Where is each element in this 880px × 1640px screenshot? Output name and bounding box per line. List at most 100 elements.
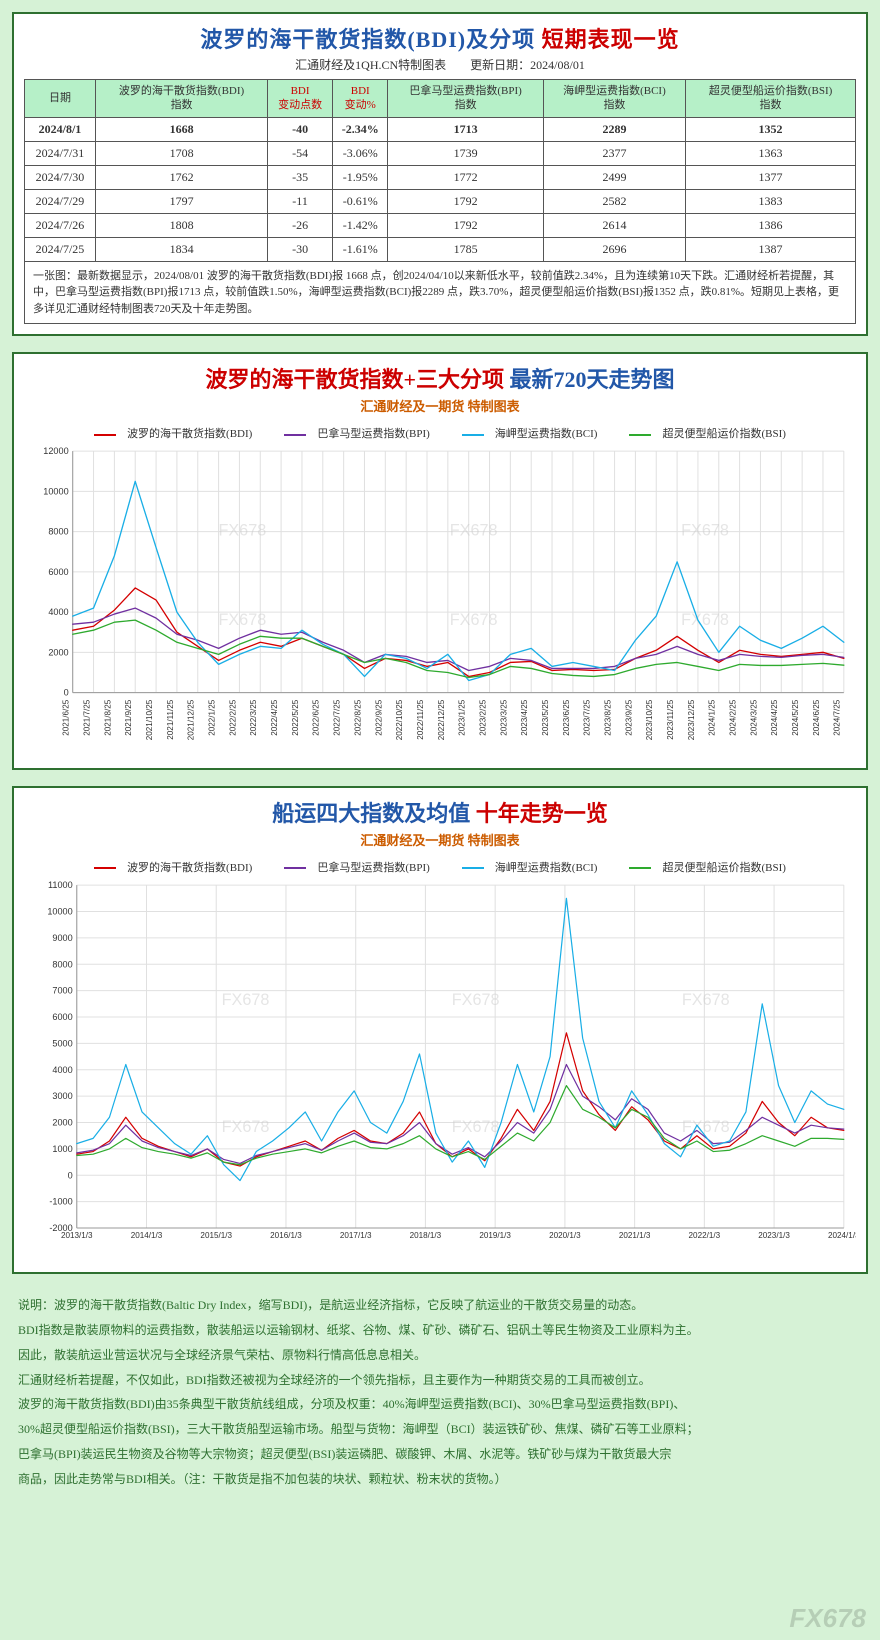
table-cell: 2024/7/25 <box>25 237 96 261</box>
table-cell: 2024/8/1 <box>25 117 96 141</box>
description-line: 说明：波罗的海干散货指数(Baltic Dry Index，缩写BDI)，是航运… <box>18 1294 862 1317</box>
svg-text:FX678: FX678 <box>450 522 498 540</box>
table-cell: 1377 <box>686 165 856 189</box>
table-cell: 1713 <box>388 117 543 141</box>
svg-text:FX678: FX678 <box>452 991 500 1009</box>
svg-text:2023/11/25: 2023/11/25 <box>666 699 675 739</box>
description-line: 30%超灵便型船运价指数(BSI)，三大干散货船型运输市场。船型与货物：海岬型（… <box>18 1418 862 1441</box>
table-header-cell: 波罗的海干散货指数(BDI)指数 <box>95 80 267 118</box>
svg-text:4000: 4000 <box>48 607 68 617</box>
svg-text:FX678: FX678 <box>682 991 730 1009</box>
table-header-cell: 巴拿马型运费指数(BPI)指数 <box>388 80 543 118</box>
legend-label: 波罗的海干散货指数(BDI) <box>127 862 252 874</box>
svg-text:0: 0 <box>68 1170 73 1180</box>
table-cell: 1386 <box>686 213 856 237</box>
table-row: 2024/7/311708-54-3.06%173923771363 <box>25 141 856 165</box>
svg-text:6000: 6000 <box>52 1012 72 1022</box>
svg-text:2015/1/3: 2015/1/3 <box>200 1231 232 1240</box>
svg-text:FX678: FX678 <box>681 522 729 540</box>
table-cell: 1383 <box>686 189 856 213</box>
svg-text:2022/2/25: 2022/2/25 <box>228 699 237 736</box>
legend-item: 巴拿马型运费指数(BPI) <box>276 862 437 874</box>
table-title: 波罗的海干散货指数(BDI)及分项 短期表现一览 <box>24 22 856 54</box>
chart1-panel: 波罗的海干散货指数+三大分项 最新720天走势图 汇通财经及一期货 特制图表 波… <box>12 352 868 770</box>
svg-text:2024/3/25: 2024/3/25 <box>749 699 758 736</box>
svg-text:FX678: FX678 <box>222 991 270 1009</box>
table-cell: 1834 <box>95 237 267 261</box>
table-subtitle: 汇通财经及1QH.CN特制图表 更新日期：2024/08/01 <box>24 56 856 73</box>
table-cell: 2696 <box>543 237 685 261</box>
table-cell: 1739 <box>388 141 543 165</box>
table-cell: -3.06% <box>332 141 388 165</box>
legend-item: 超灵便型船运价指数(BSI) <box>621 862 793 874</box>
svg-text:11000: 11000 <box>48 880 73 890</box>
chart1-legend: 波罗的海干散货指数(BDI)巴拿马型运费指数(BPI)海岬型运费指数(BCI)超… <box>24 421 856 443</box>
table-cell: -0.61% <box>332 189 388 213</box>
table-cell: 2289 <box>543 117 685 141</box>
svg-text:FX678: FX678 <box>682 1118 730 1136</box>
legend-swatch <box>284 434 306 436</box>
svg-text:2023/6/25: 2023/6/25 <box>562 699 571 736</box>
svg-text:1000: 1000 <box>52 1144 72 1154</box>
table-cell: 2024/7/26 <box>25 213 96 237</box>
table-cell: 2377 <box>543 141 685 165</box>
svg-text:2022/9/25: 2022/9/25 <box>374 699 383 736</box>
svg-text:2023/4/25: 2023/4/25 <box>520 699 529 736</box>
svg-text:4000: 4000 <box>52 1064 72 1074</box>
table-cell: 2024/7/29 <box>25 189 96 213</box>
table-cell: 1352 <box>686 117 856 141</box>
svg-text:2013/1/3: 2013/1/3 <box>61 1231 93 1240</box>
svg-text:9000: 9000 <box>52 933 72 943</box>
description-line: 因此，散装航运业营运状况与全球经济景气荣枯、原物料行情高低息息相关。 <box>18 1344 862 1367</box>
legend-item: 海岬型运费指数(BCI) <box>454 862 606 874</box>
svg-text:FX678: FX678 <box>450 611 498 629</box>
table-cell: -11 <box>268 189 333 213</box>
table-cell: 1808 <box>95 213 267 237</box>
svg-text:2016/1/3: 2016/1/3 <box>270 1231 302 1240</box>
svg-text:0: 0 <box>64 688 69 698</box>
legend-label: 巴拿马型运费指数(BPI) <box>317 428 429 440</box>
svg-text:2023/1/3: 2023/1/3 <box>758 1231 790 1240</box>
svg-text:2023/10/25: 2023/10/25 <box>645 699 654 740</box>
legend-swatch <box>629 434 651 436</box>
svg-text:2022/1/3: 2022/1/3 <box>689 1231 721 1240</box>
table-header-cell: 海岬型运费指数(BCI)指数 <box>543 80 685 118</box>
svg-text:2023/3/25: 2023/3/25 <box>499 699 508 736</box>
chart1-svg: 0200040006000800010000120002021/6/252021… <box>24 443 856 758</box>
svg-text:5000: 5000 <box>52 1038 72 1048</box>
legend-item: 超灵便型船运价指数(BSI) <box>621 428 793 440</box>
svg-text:2023/2/25: 2023/2/25 <box>478 699 487 736</box>
svg-text:2021/11/25: 2021/11/25 <box>166 699 175 739</box>
chart2-subtitle: 汇通财经及一期货 特制图表 <box>24 830 856 849</box>
table-header-cell: BDI变动% <box>332 80 388 118</box>
table-row: 2024/8/11668-40-2.34%171322891352 <box>25 117 856 141</box>
svg-text:2022/11/25: 2022/11/25 <box>416 699 425 739</box>
table-cell: 1363 <box>686 141 856 165</box>
svg-text:6000: 6000 <box>48 567 68 577</box>
table-cell: 1762 <box>95 165 267 189</box>
legend-item: 巴拿马型运费指数(BPI) <box>276 428 437 440</box>
chart1-title-suffix: 最新720天走势图 <box>510 367 675 392</box>
svg-text:10000: 10000 <box>47 906 72 916</box>
legend-swatch <box>462 434 484 436</box>
svg-text:2023/9/25: 2023/9/25 <box>624 699 633 736</box>
description-block: 说明：波罗的海干散货指数(Baltic Dry Index，缩写BDI)，是航运… <box>12 1290 868 1490</box>
svg-text:2019/1/3: 2019/1/3 <box>479 1231 511 1240</box>
table-cell: 1772 <box>388 165 543 189</box>
svg-text:FX678: FX678 <box>218 611 266 629</box>
chart2-title: 船运四大指数及均值 十年走势一览 <box>24 796 856 828</box>
table-row: 2024/7/261808-26-1.42%179226141386 <box>25 213 856 237</box>
svg-text:FX678: FX678 <box>452 1118 500 1136</box>
description-line: 商品，因此走势常与BDI相关。（注：干散货是指不加包装的块状、颗粒状、粉末状的货… <box>18 1468 862 1491</box>
table-cell: 2582 <box>543 189 685 213</box>
legend-item: 波罗的海干散货指数(BDI) <box>86 862 260 874</box>
legend-label: 海岬型运费指数(BCI) <box>495 862 598 874</box>
table-cell: 1792 <box>388 213 543 237</box>
table-cell: 2024/7/30 <box>25 165 96 189</box>
table-title-suffix: 短期表现一览 <box>542 27 680 52</box>
svg-text:2024/7/25: 2024/7/25 <box>833 699 842 736</box>
svg-text:2021/7/25: 2021/7/25 <box>82 699 91 736</box>
table-cell: 1387 <box>686 237 856 261</box>
table-cell: -1.95% <box>332 165 388 189</box>
legend-label: 波罗的海干散货指数(BDI) <box>127 428 252 440</box>
